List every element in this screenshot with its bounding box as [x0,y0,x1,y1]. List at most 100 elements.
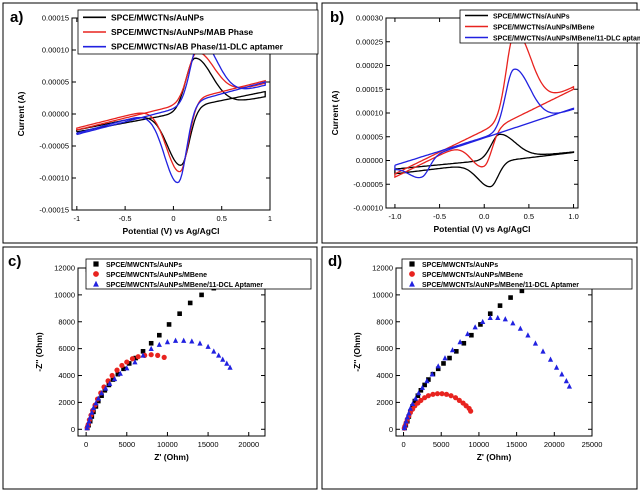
series-line-0 [394,133,575,188]
data-point [435,366,441,372]
data-point [418,397,424,403]
data-layer [394,31,575,188]
data-layer [76,39,266,184]
data-point [93,400,99,406]
x-tick-label: 5000 [118,440,135,449]
x-tick-label: 0.5 [524,212,534,221]
x-tick-label: 10000 [468,440,489,449]
data-point [148,345,154,351]
legend-label: SPCE/MWCNTs/AuNPs [106,262,182,269]
legend-marker [93,271,99,277]
y-tick-label: 8000 [58,317,75,326]
x-tick-label: 20000 [544,440,565,449]
y-tick-label: 10000 [372,290,393,299]
data-point [211,348,217,354]
x-tick-label: -1 [73,214,80,223]
data-point [435,363,441,369]
data-point [89,409,95,415]
y-tick-label: 0 [71,425,75,434]
data-point [442,355,448,361]
data-point [148,352,154,358]
legend-box [85,258,312,290]
data-point [402,422,408,428]
data-point [107,380,113,386]
data-point [426,377,431,382]
data-point [468,408,474,414]
data-point [124,365,130,371]
y-tick-label: 0.00020 [356,61,383,70]
x-tick-label: 0 [171,214,175,223]
legend-label: SPCE/MWCTNs/AB Phase/11-DLC aptamer [111,42,284,52]
data-point [103,385,109,391]
x-tick-label: 1 [268,214,272,223]
y-tick-label: 0.00010 [356,109,383,118]
data-point [422,382,427,388]
panel-label: c) [8,253,21,270]
data-point [87,414,93,420]
legend-box [77,9,319,55]
data-point [439,391,445,397]
x-tick-label: 15000 [198,440,219,449]
data-point [84,425,90,431]
data-point [132,359,138,365]
y-axis-label: Current (A) [330,90,340,135]
y-tick-label: 0.00030 [356,14,383,23]
y-tick-label: 2000 [376,398,393,407]
data-point [413,395,419,401]
data-point [434,391,441,397]
plot-area [77,267,266,437]
panel-b: -1.0 -0.5 0.0 0.5 1.0 -0.00010 -0.00005 0.00000… [321,2,640,244]
series-line-2 [394,68,575,179]
data-point [406,410,412,416]
data-point [85,422,91,428]
data-point [135,354,141,360]
data-point [177,311,182,316]
x-axis-label: Potential (V) vs Ag/AgCl [123,226,220,236]
data-point [166,322,172,327]
y-tick-label: 2000 [58,398,75,407]
data-point [114,367,120,373]
data-point [86,418,92,424]
panel-frame [2,2,318,244]
legend-label: SPCE/MWCTNs/AuNPs [111,12,204,22]
data-point [172,337,179,343]
x-axis-label: Z' (Ohm) [154,452,189,462]
x-tick-label: 0 [401,440,405,449]
data-point [517,325,523,331]
legend-marker [409,271,415,277]
data-point [508,295,513,300]
data-point [404,414,410,420]
legend-label: SPCE/MWCNTs/AuNPs/MBene/11-DCL Aptamer [106,282,263,289]
legend-label: SPCE/MWCNTs/AuNPs/MBene [422,272,523,279]
data-layer [84,283,233,431]
data-point [157,332,162,338]
data-point [181,337,187,343]
data-point [199,292,204,298]
y-tick-label: -0.00005 [39,142,69,151]
y-tick-label: 0.00025 [356,37,383,46]
data-point [472,324,478,330]
data-point [187,300,193,306]
data-point [161,354,167,360]
panel-label: d) [328,253,342,270]
x-tick-label: 0.0 [479,212,489,221]
y-axis-label: -Z'' (Ohm) [34,332,44,372]
x-tick-label: -0.5 [119,214,132,223]
plot-area [385,17,579,209]
x-tick-label: 20000 [238,440,259,449]
x-tick-label: 10000 [157,440,178,449]
data-point [487,314,493,321]
data-point [497,303,503,308]
data-point [124,359,130,365]
data-point [457,339,463,345]
data-point [566,383,572,389]
data-point [532,340,539,346]
y-tick-label: 8000 [376,317,393,326]
data-point [126,361,132,366]
data-point [407,405,413,411]
data-point [140,349,146,354]
data-point [129,356,136,362]
data-point [140,352,146,358]
data-point [416,390,422,396]
